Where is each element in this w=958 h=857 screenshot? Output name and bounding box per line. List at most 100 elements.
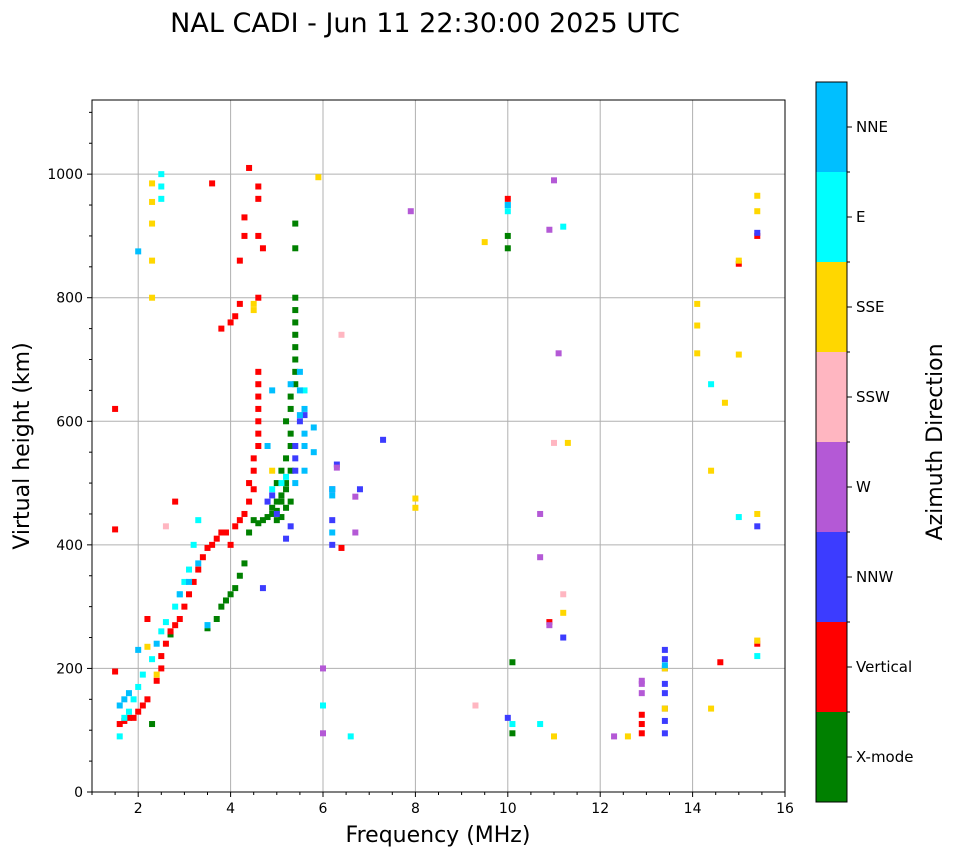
data-point-x-mode [259,517,266,524]
data-point-x-mode [287,430,294,437]
data-point-sse [754,637,761,644]
data-point-x-mode [292,220,299,227]
data-point-x-mode [287,393,294,400]
data-point-sse [564,439,571,446]
colorbar-label: X-mode [856,748,913,766]
data-point-x-mode [149,721,156,728]
data-point-sse [412,495,419,502]
data-point-e [181,578,188,585]
data-point-vertical [236,300,243,307]
data-point-x-mode [246,529,253,536]
data-point-ssw [560,591,567,598]
data-point-nne [661,662,668,669]
data-point-nne [296,368,303,375]
data-point-nne [301,467,308,474]
data-point-sse [754,510,761,517]
data-point-sse [708,467,715,474]
colorbar-label: E [856,208,865,226]
data-point-sse [694,322,701,329]
data-point-vertical [199,554,206,561]
data-point-x-mode [255,520,262,527]
data-point-x-mode [278,498,285,505]
colorbar-label: W [856,478,871,496]
colorbar-segment [816,712,847,802]
data-point-ssw [338,331,345,338]
data-point-sse [149,294,156,301]
data-point-e [537,721,544,728]
data-point-vertical [172,622,179,629]
data-point-vertical [112,526,119,533]
data-point-e [560,223,567,230]
data-point-e [158,183,165,190]
data-point-vertical [144,696,151,703]
data-point-nne [310,424,317,431]
data-point-sse [735,351,742,358]
colorbar-segment [816,532,847,622]
data-point-nne [329,492,336,499]
data-point-sse [250,307,257,314]
data-point-nnw [661,656,668,663]
data-point-vertical [144,616,151,622]
data-point-nne [329,529,336,536]
data-point-nnw [754,229,761,236]
data-point-vertical [255,195,262,202]
data-points [112,164,761,740]
data-point-vertical [112,405,119,412]
data-point-vertical [250,486,257,493]
data-point-sse [149,220,156,227]
data-point-nnw [292,455,299,462]
colorbar-label: NNW [856,568,893,586]
data-point-w [611,733,618,740]
data-point-x-mode [218,603,225,610]
colorbar-label: Vertical [856,658,912,676]
colorbar-label: SSE [856,298,885,316]
colorbar-segment [816,82,847,172]
data-point-w [638,690,645,697]
data-point-e [162,619,169,626]
data-point-vertical [236,257,243,264]
data-point-vertical [546,619,553,626]
data-point-nne [153,640,160,647]
data-point-nnw [661,717,668,724]
data-point-nne [195,560,202,567]
data-point-x-mode [278,492,285,499]
data-point-sse [721,399,728,406]
data-point-x-mode [287,498,294,505]
data-point-w [320,730,326,737]
data-point-nnw [283,535,290,542]
data-point-vertical [754,640,761,647]
grid-lines [92,100,785,792]
data-point-x-mode [283,480,290,487]
data-point-nne [186,578,193,585]
data-point-vertical [255,405,262,412]
data-point-e [509,721,516,728]
data-point-nne [287,381,294,388]
data-point-e [158,628,165,635]
data-point-x-mode [278,467,285,474]
colorbar-label: NNE [856,118,888,136]
data-point-vertical [116,721,123,728]
data-point-nnw [661,690,668,697]
data-point-x-mode [292,245,299,252]
x-tick-label: 14 [684,801,702,817]
data-point-e [320,702,326,709]
data-point-sse [560,609,567,616]
data-point-vertical [227,541,234,548]
data-point-sse [144,643,151,650]
data-point-nne [329,486,336,493]
data-point-vertical [186,591,193,598]
data-point-x-mode [292,344,299,351]
data-point-nne [310,449,317,456]
data-point-vertical [112,668,119,675]
colorbar-segment [816,442,847,532]
data-point-nne [116,702,123,709]
data-point-e [121,714,128,721]
data-point-vertical [125,714,132,721]
data-point-sse [754,192,761,199]
data-point-vertical [121,717,128,724]
data-point-nne [204,622,211,629]
data-point-x-mode [273,498,280,505]
data-point-sse [315,174,322,181]
data-point-vertical [754,232,761,239]
